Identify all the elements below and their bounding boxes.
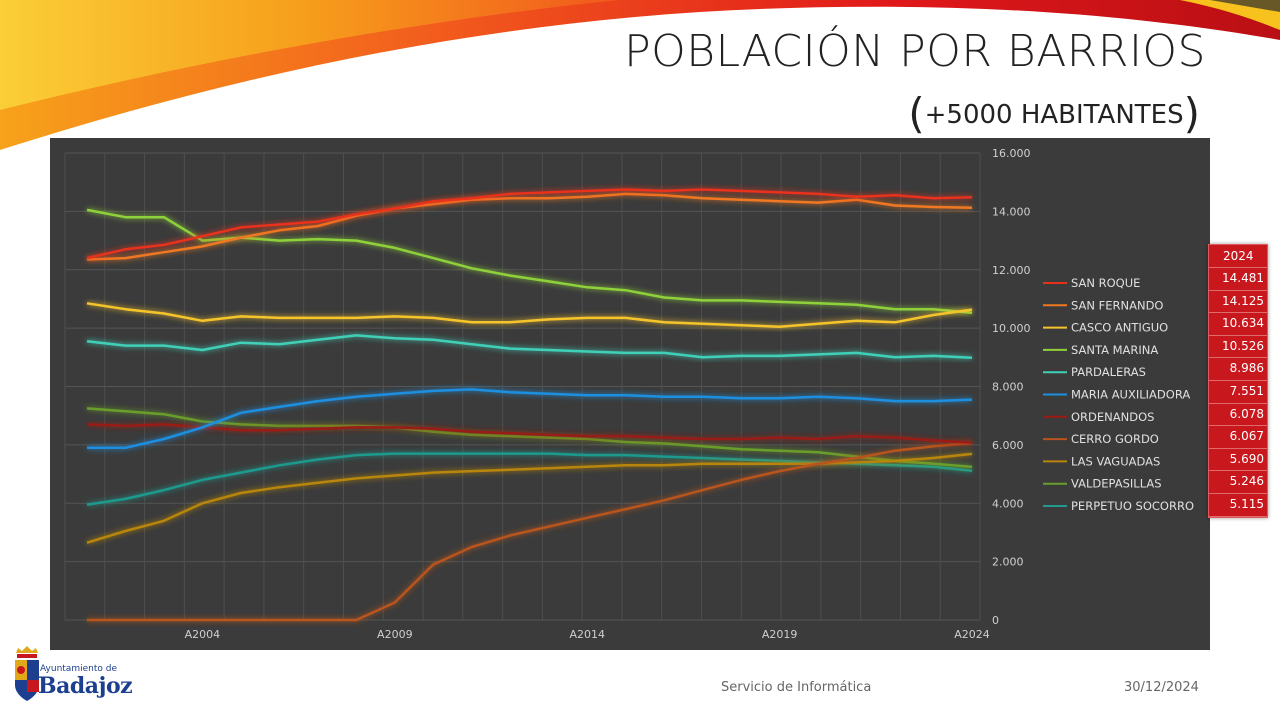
logo-name: Badajoz (38, 673, 133, 699)
legend-label: PARDALERAS (1071, 365, 1146, 379)
value-table-cell: 5.246 (1209, 471, 1267, 494)
legend-label: SANTA MARINA (1071, 343, 1158, 357)
y-tick-label: 4.000 (992, 497, 1024, 510)
legend-label: ORDENANDOS (1071, 410, 1154, 424)
legend-label: MARIA AUXILIADORA (1071, 388, 1190, 402)
legend-label: CERRO GORDO (1071, 432, 1159, 446)
y-tick-label: 16.000 (992, 147, 1031, 160)
population-line-chart: 0 2.000 4.000 6.000 8.000 10.000 12.000 14.000 1… (64, 147, 1194, 641)
series-line (87, 441, 973, 622)
x-tick-label: A2024 (954, 628, 990, 641)
subtitle-text: +5000 HABITANTES (924, 100, 1184, 130)
series-line (86, 192, 973, 261)
y-tick-label: 0 (992, 614, 999, 627)
value-table-cell: 14.481 (1209, 268, 1267, 291)
coat-of-arms-icon (15, 646, 39, 701)
value-table-rows: 14.481 14.125 10.634 10.526 8.986 7.551 6.078 6… (1209, 268, 1267, 517)
y-tick-label: 14.000 (992, 205, 1031, 218)
value-table-cell: 8.986 (1209, 358, 1267, 381)
series-line (86, 452, 973, 544)
footer-date: 30/12/2024 (1124, 680, 1199, 695)
series-line (87, 388, 973, 450)
value-table-cell: 7.551 (1209, 381, 1267, 404)
series-line (86, 188, 973, 260)
legend-label: SAN FERNANDO (1071, 298, 1164, 312)
subtitle-open-paren: ( (908, 89, 925, 138)
value-table-cell: 10.634 (1209, 313, 1267, 336)
y-tick-label: 8.000 (992, 381, 1024, 394)
legend-label: SAN ROQUE (1071, 276, 1140, 290)
y-tick-label: 6.000 (992, 439, 1024, 452)
value-table-header: 2024 (1209, 245, 1267, 268)
value-table-cell: 5.115 (1209, 494, 1267, 517)
series-line (86, 302, 973, 328)
x-tick-label: A2004 (185, 628, 221, 641)
value-table-cell: 10.526 (1209, 336, 1267, 359)
x-tick-label: A2014 (569, 628, 605, 641)
y-tick-label: 2.000 (992, 556, 1024, 569)
y-tick-label: 10.000 (992, 322, 1031, 335)
series-line (86, 334, 973, 359)
value-table-2024: 2024 14.481 14.125 10.634 10.526 8.986 7.551 6… (1208, 244, 1268, 518)
legend-label: PERPETUO SOCORRO (1071, 499, 1194, 513)
footer-department: Servicio de Informática (721, 680, 872, 695)
slide-title: POBLACIÓN POR BARRIOS (624, 26, 1206, 77)
series-line (86, 407, 973, 469)
x-tick-label: A2009 (377, 628, 413, 641)
legend-label: LAS VAGUADAS (1071, 454, 1160, 468)
x-tick-label: A2019 (762, 628, 798, 641)
logo-caption: Ayuntamiento de (40, 664, 117, 674)
chart-panel: 0 2.000 4.000 6.000 8.000 10.000 12.000 14.000 1… (50, 138, 1210, 650)
series-line (86, 423, 973, 444)
subtitle-close-paren: ) (1183, 89, 1200, 138)
legend-label: VALDEPASILLAS (1071, 477, 1162, 491)
series-line (86, 208, 973, 315)
decorative-swoosh (0, 0, 1280, 150)
slide-subtitle: (+5000 HABITANTES) (908, 84, 1200, 138)
value-table-cell: 14.125 (1209, 291, 1267, 314)
value-table-cell: 6.078 (1209, 404, 1267, 427)
value-table-cell: 5.690 (1209, 449, 1267, 472)
legend-label: CASCO ANTIGUO (1071, 321, 1168, 335)
value-table-cell: 6.067 (1209, 426, 1267, 449)
y-tick-label: 12.000 (992, 264, 1031, 277)
badajoz-logo (12, 645, 132, 707)
